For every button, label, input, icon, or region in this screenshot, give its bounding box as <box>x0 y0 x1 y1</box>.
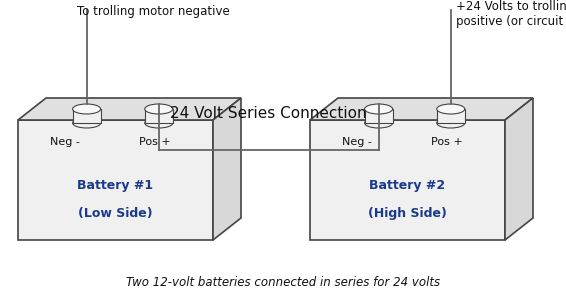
Text: Pos +: Pos + <box>139 137 170 147</box>
Text: Neg -: Neg - <box>50 137 80 147</box>
Ellipse shape <box>145 104 173 114</box>
FancyBboxPatch shape <box>365 109 393 123</box>
Ellipse shape <box>145 118 173 128</box>
Text: Battery #1: Battery #1 <box>78 180 153 192</box>
Text: Pos +: Pos + <box>431 137 462 147</box>
Text: Two 12-volt batteries connected in series for 24 volts: Two 12-volt batteries connected in serie… <box>126 277 440 289</box>
Ellipse shape <box>72 104 101 114</box>
Text: (Low Side): (Low Side) <box>78 207 153 220</box>
Ellipse shape <box>437 118 465 128</box>
FancyBboxPatch shape <box>72 109 101 123</box>
Ellipse shape <box>365 118 393 128</box>
Polygon shape <box>18 120 213 240</box>
FancyBboxPatch shape <box>437 109 465 123</box>
Ellipse shape <box>365 104 393 114</box>
Polygon shape <box>310 120 505 240</box>
Ellipse shape <box>437 104 465 114</box>
Ellipse shape <box>72 118 101 128</box>
Text: 24 Volt Series Connection: 24 Volt Series Connection <box>170 106 367 120</box>
Text: (High Side): (High Side) <box>368 207 447 220</box>
Text: To trolling motor negative: To trolling motor negative <box>76 5 229 18</box>
Text: Battery #2: Battery #2 <box>370 180 445 192</box>
Polygon shape <box>213 98 241 240</box>
Text: Neg -: Neg - <box>342 137 372 147</box>
Text: +24 Volts to trolling motor
positive (or circuit breaker): +24 Volts to trolling motor positive (or… <box>456 0 566 28</box>
Polygon shape <box>18 98 241 120</box>
FancyBboxPatch shape <box>145 109 173 123</box>
Polygon shape <box>310 98 533 120</box>
Polygon shape <box>505 98 533 240</box>
